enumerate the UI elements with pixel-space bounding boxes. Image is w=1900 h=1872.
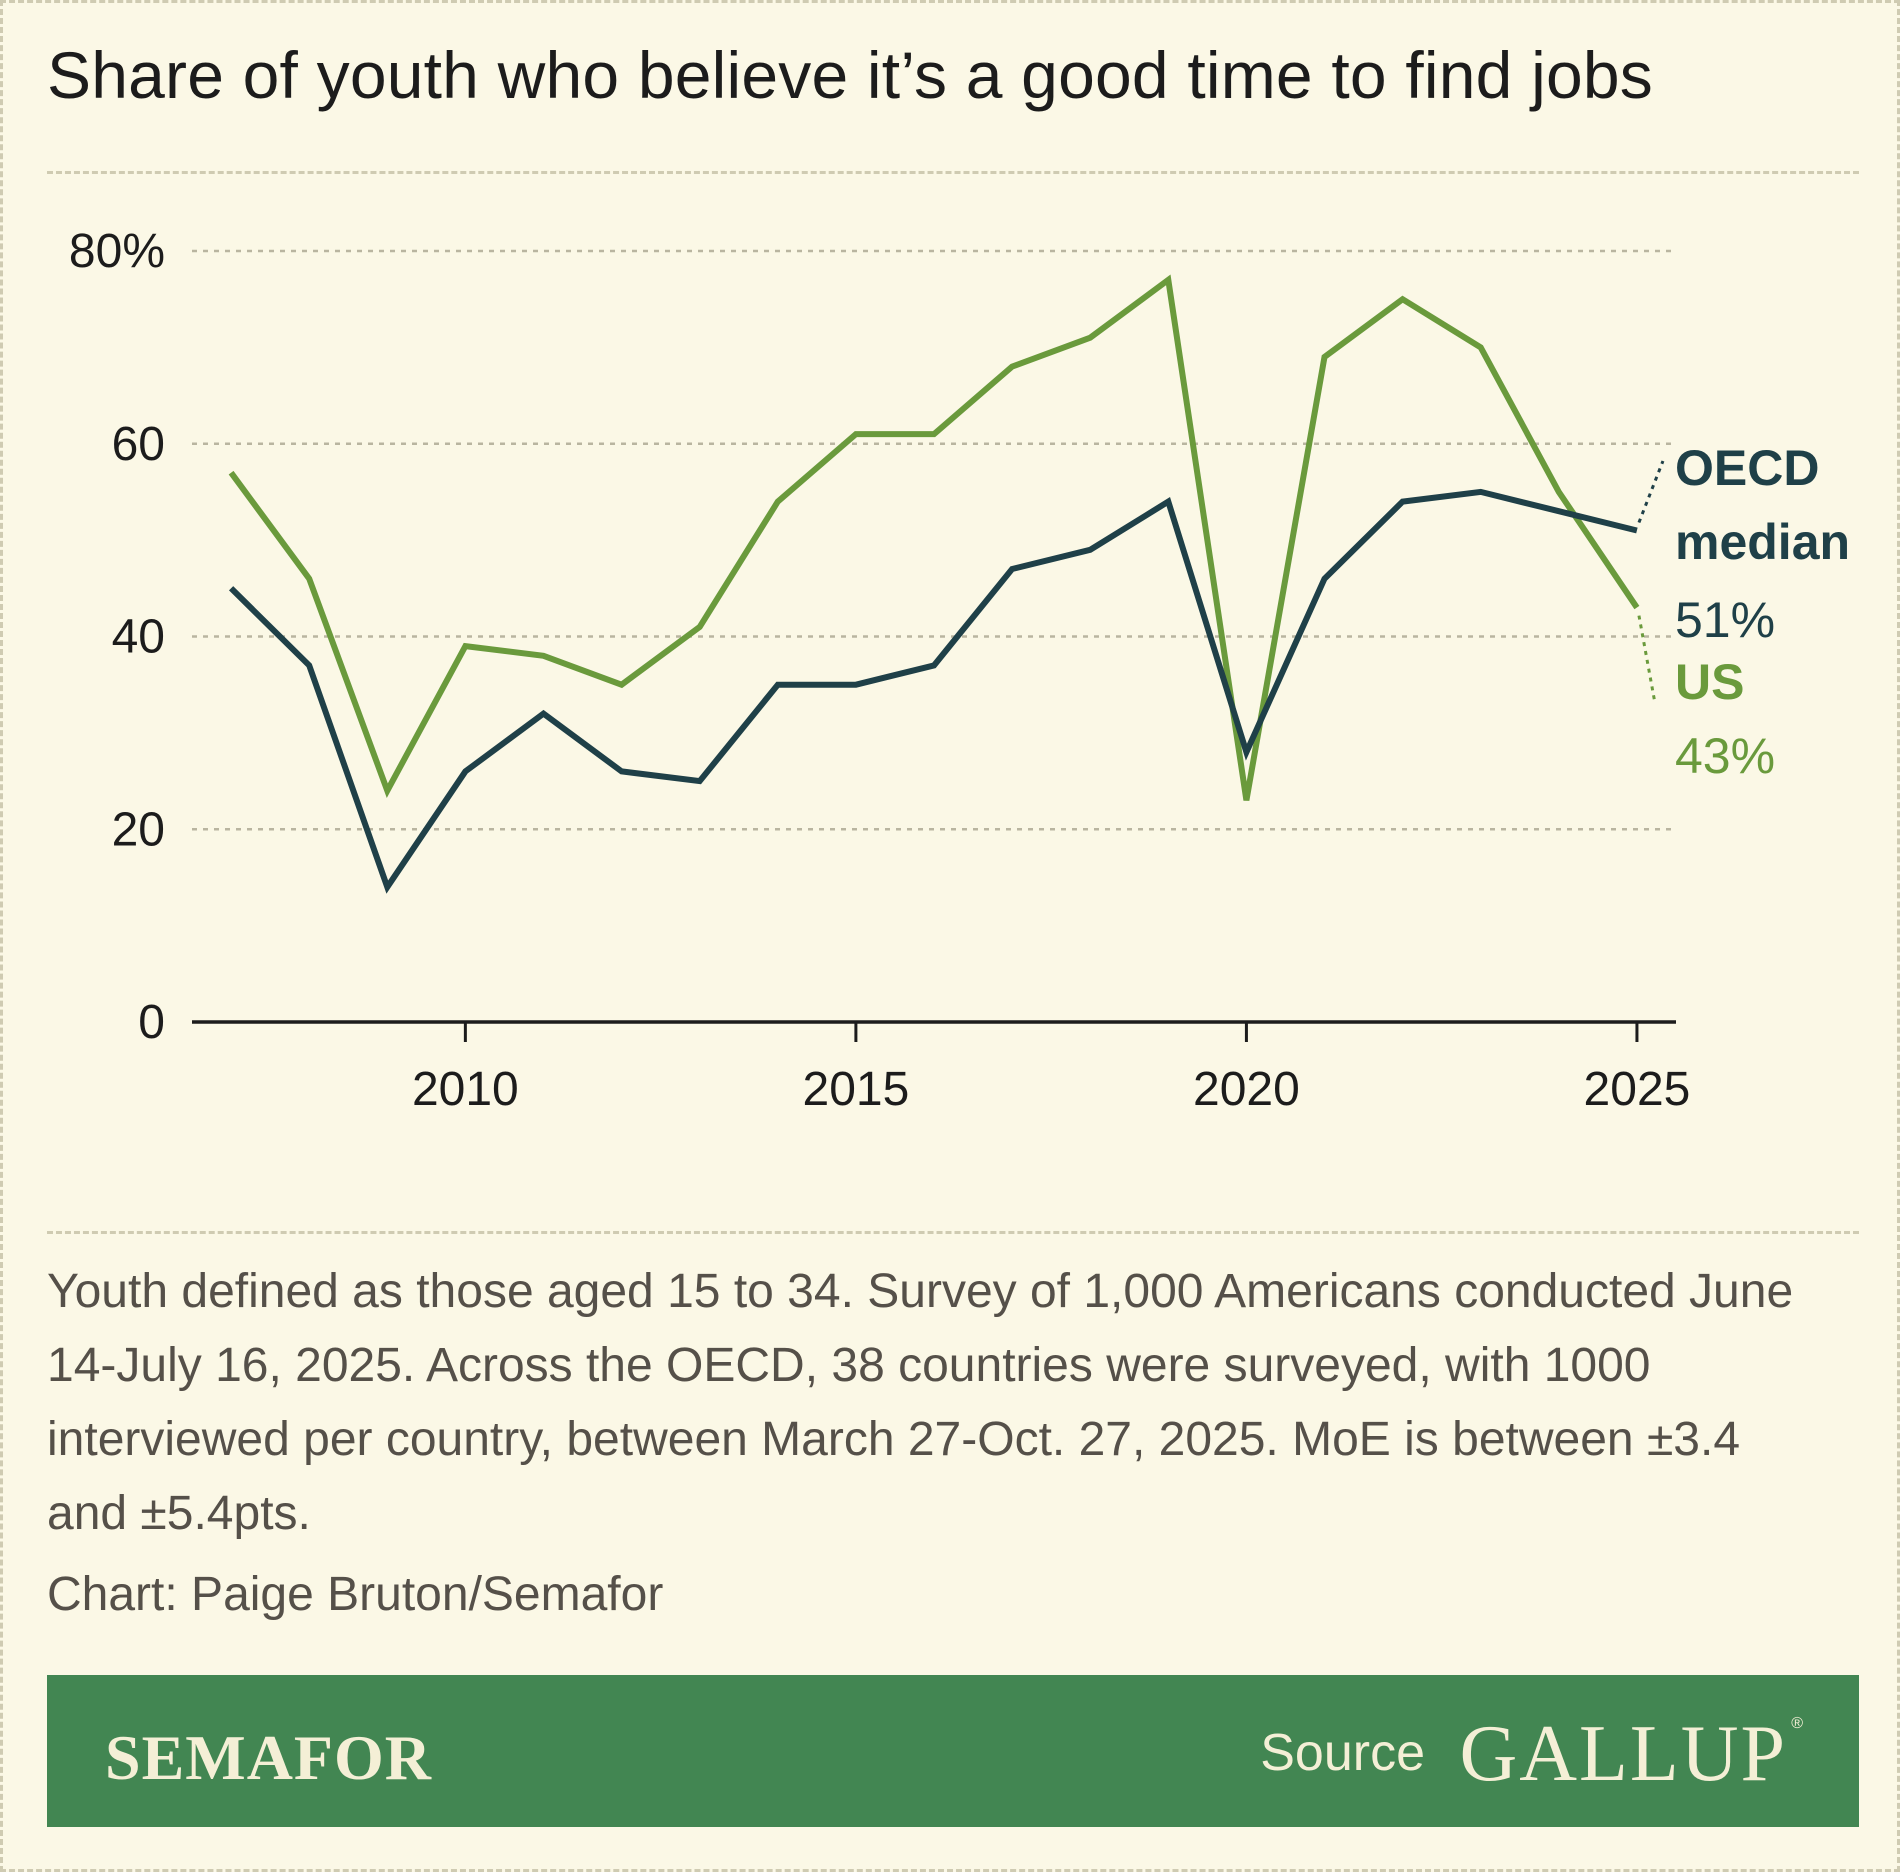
us-label-value: 43% [1675,728,1775,784]
x-tick-label: 2015 [803,1063,910,1116]
registered-mark: ® [1791,1715,1803,1732]
us-label-name: US [1675,654,1744,710]
us-leader-line [1637,615,1657,704]
y-tick-label: 60 [112,418,165,471]
axes: 0 20 40 60 80% 2010 2015 2020 2025 [69,225,1690,1116]
chart-notes: Youth defined as those aged 15 to 34. Su… [47,1265,1794,1540]
line-chart: 0 20 40 60 80% 2010 2015 2020 2025 OECD median 51%… [69,225,1850,1116]
y-tick-label: 20 [112,803,165,856]
series-lines [228,274,1640,894]
series-line [228,488,1638,894]
chart-title: Share of youth who believe it’s a good t… [47,38,1653,112]
x-tick-label: 2020 [1193,1063,1300,1116]
notes-divider [47,1231,1859,1234]
series-labels: OECD median 51% US 43% [1637,440,1850,784]
source-label: Source [1260,1724,1425,1782]
y-tick-label: 80% [69,225,165,278]
gallup-logo: GALLUP [1459,1710,1787,1798]
y-tick-label: 0 [138,996,165,1049]
gridlines [192,249,1676,831]
oecd-label-value: 51% [1675,592,1775,648]
oecd-leader-line [1637,460,1665,524]
y-tick-label: 40 [112,611,165,664]
title-divider [47,171,1859,174]
oecd-label-name: OECD [1675,440,1819,496]
x-tick-label: 2025 [1584,1063,1691,1116]
semafor-logo: SEMAFOR [105,1722,432,1793]
footer-bar: SEMAFOR Source GALLUP ® [47,1675,1859,1827]
series-line [228,274,1640,801]
oecd-label-name: median [1675,514,1850,570]
chart-credit: Chart: Paige Bruton/Semafor [47,1568,664,1621]
x-tick-label: 2010 [412,1063,519,1116]
